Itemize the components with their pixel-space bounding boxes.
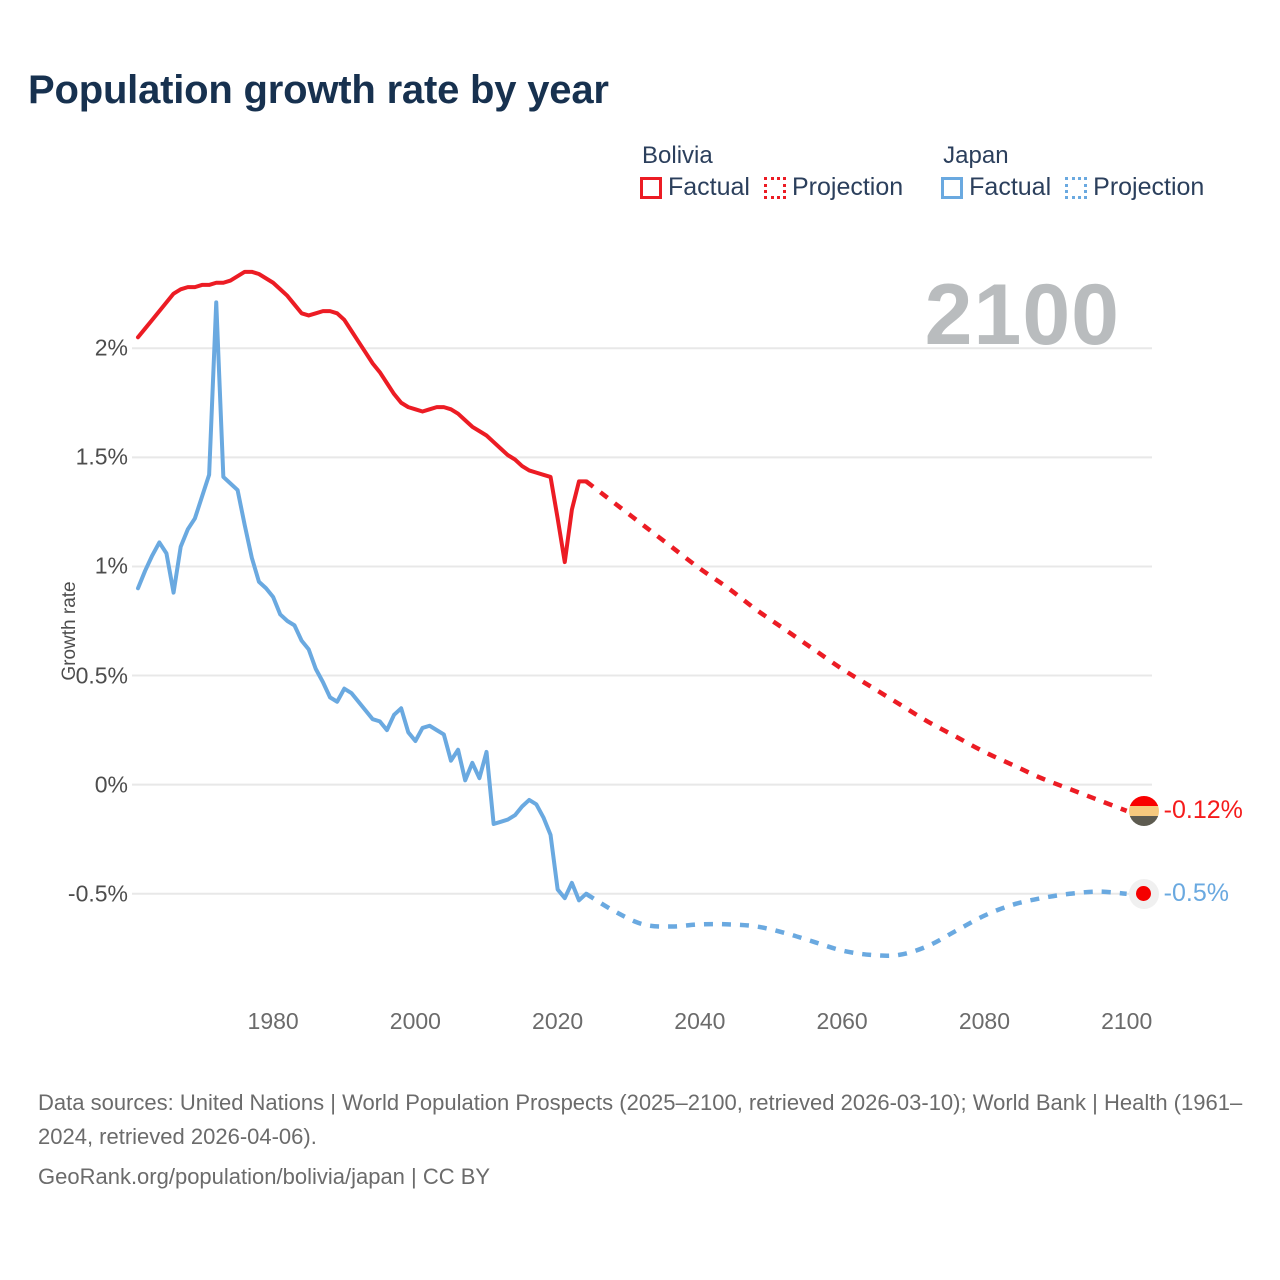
x-tick-label: 1980 — [247, 1008, 299, 1034]
legend-item-bolivia-factual[interactable]: Factual — [640, 175, 750, 200]
legend-row-bolivia: Factual Projection — [640, 175, 903, 200]
legend-item-bolivia-projection[interactable]: Projection — [763, 173, 904, 202]
series-line-japan-projection — [584, 889, 1127, 958]
y-tick-label: 0.5% — [75, 662, 128, 689]
legend-item-label: Factual — [668, 173, 750, 202]
legend-item-label: Projection — [791, 173, 904, 202]
x-tick-label: 2020 — [532, 1008, 584, 1034]
legend-item-label: Factual — [969, 173, 1052, 202]
y-tick-label: -0.5% — [67, 880, 128, 907]
y-tick-label: 1.5% — [75, 443, 128, 470]
legend-group-bolivia: Bolivia Factual Projection — [640, 142, 903, 200]
plot-svg — [132, 269, 1152, 958]
end-value-japan: -0.5% — [1163, 879, 1229, 908]
legend-group-japan: Japan Factual Projection — [941, 142, 1204, 200]
legend-swatch-dotted-icon — [763, 176, 786, 199]
bolivia-flag-icon — [1128, 795, 1159, 826]
legend-country-japan: Japan — [943, 142, 1009, 169]
page-title: Population growth rate by year — [28, 68, 609, 112]
attribution-text: GeoRank.org/population/bolivia/japan | C… — [38, 1164, 491, 1190]
x-tick-label: 2100 — [1101, 1008, 1153, 1034]
x-tick-label: 2040 — [674, 1008, 726, 1034]
japan-flag-icon — [1128, 878, 1159, 909]
end-value-bolivia: -0.12% — [1163, 796, 1243, 825]
series-line-bolivia-factual — [136, 269, 589, 565]
x-tick-label: 2000 — [389, 1008, 441, 1034]
y-tick-label: 1% — [94, 552, 128, 579]
legend-country-bolivia: Bolivia — [642, 142, 713, 169]
legend-item-label: Projection — [1093, 173, 1205, 202]
end-marker-japan[interactable]: -0.5% — [1128, 878, 1229, 909]
legend-swatch-solid-icon — [640, 176, 662, 199]
series-line-japan-factual — [136, 300, 589, 903]
y-tick-label: 2% — [94, 334, 128, 361]
year-watermark: 2100 — [924, 267, 1120, 363]
plot-area: 2% 1.5% 1% 0.5% 0% -0.5% 1980 2000 2020 2040 2060… — [0, 0, 1243, 1080]
legend-row-japan: Factual Projection — [941, 175, 1204, 200]
y-axis-ticks: 2% 1.5% 1% 0.5% 0% -0.5% — [0, 0, 128, 1080]
y-tick-label: 0% — [94, 771, 128, 798]
legend-item-japan-projection[interactable]: Projection — [1065, 175, 1204, 200]
x-tick-label: 2060 — [816, 1008, 868, 1034]
series-line-bolivia-projection — [584, 479, 1128, 813]
data-sources-text: Data sources: United Nations | World Pop… — [38, 1090, 1243, 1150]
x-tick-label: 2080 — [958, 1008, 1010, 1034]
footer: Data sources: United Nations | World Pop… — [38, 1086, 1248, 1194]
legend-swatch-dotted-icon — [1065, 176, 1088, 199]
legend-swatch-solid-icon — [941, 176, 964, 199]
legend-item-japan-factual[interactable]: Factual — [941, 175, 1051, 200]
y-axis-label: Growth rate — [59, 581, 80, 681]
chart-legend: Bolivia Factual Projection Japan Factual — [640, 142, 1204, 200]
end-marker-bolivia[interactable]: -0.12% — [1128, 795, 1243, 826]
